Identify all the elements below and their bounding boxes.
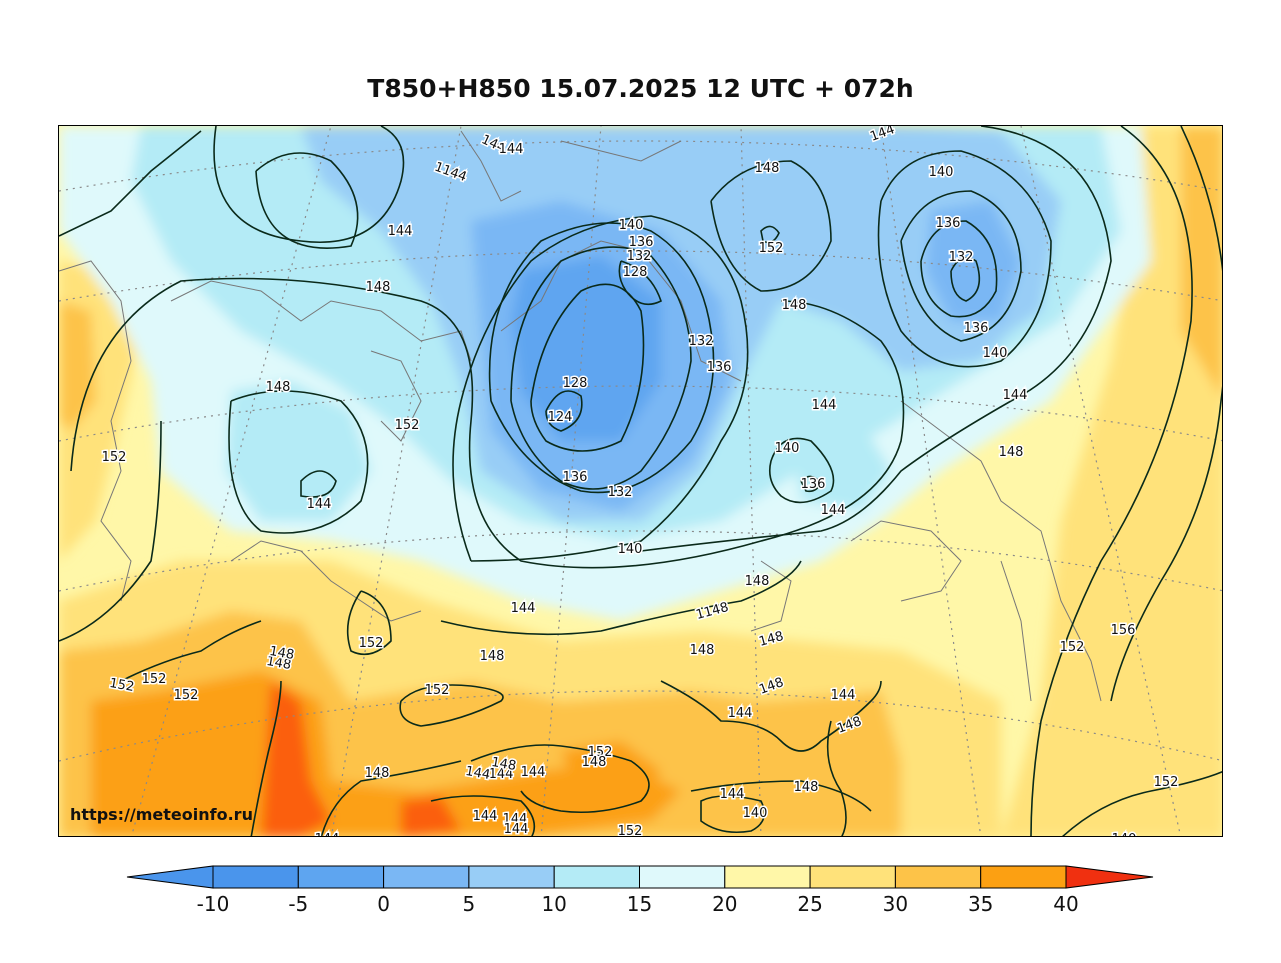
contour-label: 132 [627, 249, 652, 264]
contour-label: 124 [548, 410, 573, 425]
contour-label: 152 [759, 241, 784, 256]
contour-label: 128 [563, 376, 588, 391]
contour-label: 152 [1154, 775, 1179, 790]
colorbar-tick-label: 15 [626, 892, 653, 916]
contour-label: 144 [728, 706, 753, 721]
contour-label: 140 [929, 165, 954, 180]
contour-label: 144 [1003, 388, 1028, 403]
contour-label: 148 [480, 649, 505, 664]
contour-label: 144 [831, 688, 856, 703]
colorbar-over-arrow [1065, 865, 1154, 889]
contour-label: 140 [618, 542, 643, 557]
contour-label: 148 [755, 161, 780, 176]
contour-label: 148 [745, 574, 770, 589]
contour-label: 140 [743, 806, 768, 821]
contour-label: 144 [315, 832, 340, 837]
colorbar-cell [553, 865, 641, 889]
contour-label: 148 [782, 298, 807, 313]
colorbar-cell [894, 865, 982, 889]
contour-label: 148 [582, 755, 607, 770]
colorbar [126, 865, 1154, 889]
contour-labels: 1441441144144148140136132128148152148140… [100, 126, 1180, 837]
contour-label: 144 [720, 787, 745, 802]
contour-label: 152 [108, 676, 135, 695]
colorbar-cell [724, 865, 811, 889]
contour-label: 148 [366, 280, 391, 295]
colorbar-cell [980, 865, 1067, 889]
contour-label: 152 [102, 450, 127, 465]
contour-label: 152 [618, 824, 643, 837]
colorbar-cell [212, 865, 299, 889]
contour-label: 144 [464, 764, 491, 783]
weather-map: 1441441144144148140136132128148152148140… [59, 126, 1222, 837]
contour-label: 144 [499, 142, 524, 157]
contour-label: 136 [707, 360, 732, 375]
contour-label: 128 [623, 265, 648, 280]
contour-label: 148 [266, 380, 291, 395]
contour-label: 132 [608, 485, 633, 500]
contour-label: 136 [629, 235, 654, 250]
contour-label: 152 [1060, 640, 1085, 655]
contour-label: 144 [503, 812, 528, 827]
contour-label: 140 [775, 441, 800, 456]
colorbar-tick-label: 10 [541, 892, 567, 916]
contour-label: 148 [490, 755, 517, 774]
contour-label: 144 [504, 822, 529, 837]
contour-label: 144 [511, 601, 536, 616]
watermark: https://meteoinfo.ru [70, 805, 253, 824]
colorbar-under-arrow [126, 865, 214, 889]
contour-label: 144 [821, 503, 846, 518]
colorbar-tick-label: 35 [967, 892, 994, 916]
colorbar-cell [809, 865, 896, 889]
colorbar-cell [468, 865, 555, 889]
contour-label: 144 [307, 497, 332, 512]
colorbar-tick-label: 40 [1053, 892, 1079, 916]
graticule [59, 126, 1222, 836]
contour-label: 152 [359, 636, 384, 651]
colorbar-labels: -10 -5 0 5 10 15 20 25 30 35 40 [0, 892, 1281, 916]
contour-label: 144 [489, 767, 514, 782]
contour-label: 136 [801, 477, 826, 492]
contour-label: 152 [174, 688, 199, 703]
contour-label: 148 [365, 766, 390, 781]
contour-label: 152 [588, 745, 613, 760]
contour-label: 152 [395, 418, 420, 433]
contour-label: 152 [425, 683, 450, 698]
contour-label: 156 [1111, 623, 1136, 638]
contour-label: 144 [473, 809, 498, 824]
contour-label: 132 [689, 334, 714, 349]
contour-label: 136 [936, 216, 961, 231]
contour-label: 140 [983, 346, 1008, 361]
coastlines [59, 130, 1102, 702]
colorbar-tick-label: 30 [882, 892, 909, 916]
colorbar-tick-label: 0 [377, 892, 390, 916]
contour-label: 140 [619, 218, 644, 233]
contour-label: 148 [794, 780, 819, 795]
contour-label: 148 [690, 643, 715, 658]
contour-label: 132 [949, 250, 974, 265]
colorbar-tick-label: 25 [797, 892, 823, 916]
colorbar-tick-label: 20 [712, 892, 738, 916]
colorbar-cell [297, 865, 385, 889]
contour-label: 148 [999, 445, 1024, 460]
contour-label: 144 [388, 224, 413, 239]
colorbar-cell [639, 865, 726, 889]
map-panel: 144 144 1144 144 148 140 136 132 128 148 152 148 140… [58, 125, 1223, 837]
contour-label: 152 [142, 672, 167, 687]
colorbar-tick-label: -10 [196, 892, 230, 916]
colorbar-tick-label: -5 [288, 892, 309, 916]
contour-label: 144 [521, 765, 546, 780]
colorbar-cell [383, 865, 470, 889]
contour-label: 136 [563, 470, 588, 485]
colorbar-tick-label: 5 [462, 892, 476, 916]
contours [59, 126, 1222, 836]
contour-label: 148 [268, 644, 295, 663]
contour-label: 140 [1112, 832, 1137, 837]
contour-label: 144 [812, 398, 837, 413]
contour-label: 148 [265, 654, 292, 673]
map-title: T850+H850 15.07.2025 12 UTC + 072h [367, 74, 914, 103]
contour-label: 136 [964, 321, 989, 336]
